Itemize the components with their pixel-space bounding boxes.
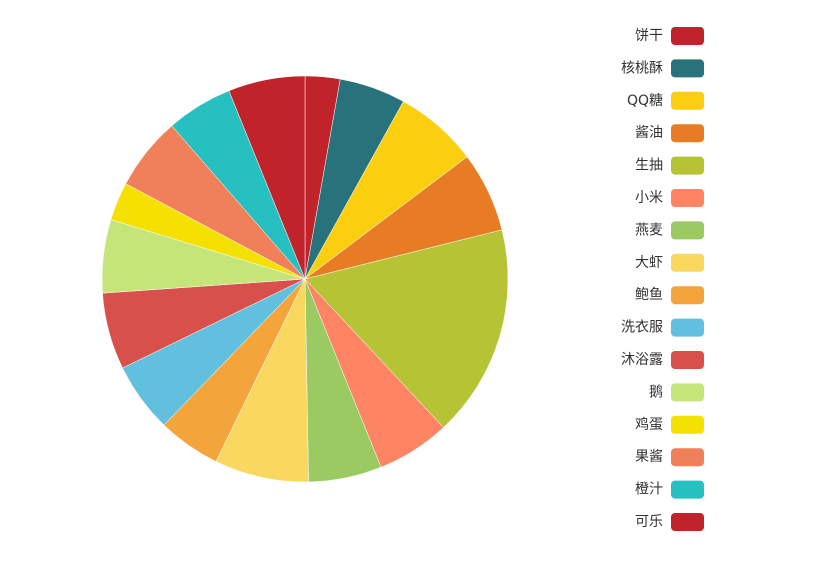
legend-label[interactable]: 酱油 bbox=[635, 125, 663, 141]
legend-label[interactable]: QQ糖 bbox=[627, 93, 663, 109]
legend-swatch[interactable] bbox=[671, 318, 704, 337]
legend-label[interactable]: 沐浴露 bbox=[621, 352, 663, 368]
legend-swatch[interactable] bbox=[671, 124, 704, 143]
legend-label[interactable]: 果酱 bbox=[635, 449, 663, 465]
legend-label[interactable]: 生抽 bbox=[635, 158, 663, 174]
legend-label[interactable]: 大虾 bbox=[635, 255, 663, 271]
legend-label[interactable]: 饼干 bbox=[635, 28, 663, 44]
legend-swatch[interactable] bbox=[671, 448, 704, 467]
legend-swatch[interactable] bbox=[671, 351, 704, 369]
legend-label[interactable]: 鹅 bbox=[649, 383, 663, 400]
legend-swatch[interactable] bbox=[671, 91, 704, 110]
pie-slice bbox=[215, 278, 309, 483]
legend-label[interactable]: 燕麦 bbox=[635, 222, 663, 238]
pie-slice bbox=[304, 229, 509, 428]
legend-swatch[interactable] bbox=[671, 286, 704, 305]
legend-label[interactable]: 橙汁 bbox=[635, 482, 663, 498]
pie-slice bbox=[228, 75, 306, 280]
legend-label[interactable]: 洗衣服 bbox=[621, 320, 663, 336]
legend-label[interactable]: 可乐 bbox=[635, 514, 663, 530]
legend-swatch[interactable] bbox=[671, 253, 704, 272]
legend-label[interactable]: 核桃酥 bbox=[621, 60, 663, 76]
legend-label[interactable]: 小米 bbox=[635, 190, 663, 206]
legend-swatch[interactable] bbox=[671, 383, 704, 402]
legend-swatch[interactable] bbox=[671, 415, 704, 434]
legend-label[interactable]: 鸡蛋 bbox=[635, 416, 663, 433]
legend-swatch[interactable] bbox=[671, 156, 704, 175]
legend-label[interactable]: 鲍鱼 bbox=[635, 286, 663, 303]
legend-swatch[interactable] bbox=[671, 513, 704, 531]
legend-swatch[interactable] bbox=[671, 27, 704, 45]
legend-swatch[interactable] bbox=[671, 189, 704, 207]
legend-swatch[interactable] bbox=[671, 480, 704, 499]
legend-swatch[interactable] bbox=[671, 59, 704, 78]
legend-swatch[interactable] bbox=[671, 221, 704, 240]
